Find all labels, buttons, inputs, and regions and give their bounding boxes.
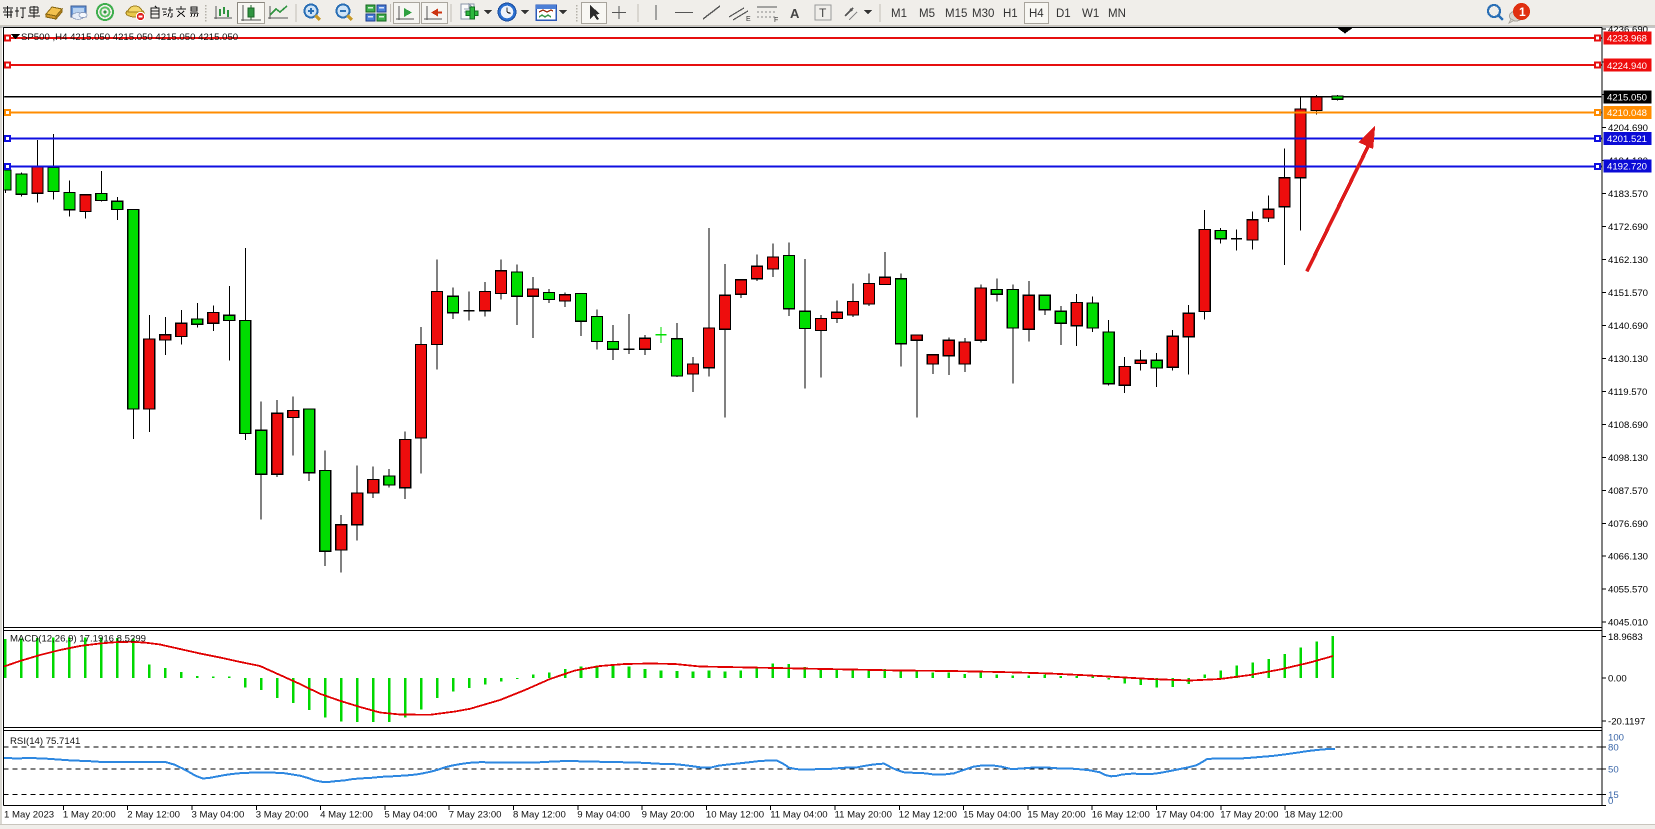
svg-text:4087.570: 4087.570 [1608,486,1648,497]
svg-text:-20.1197: -20.1197 [1608,717,1645,728]
svg-text:F: F [774,17,778,24]
svg-text:4140.690: 4140.690 [1608,321,1648,332]
svg-text:80: 80 [1608,743,1619,754]
svg-text:A: A [790,6,800,21]
svg-text:7 May 23:00: 7 May 23:00 [449,810,502,821]
svg-text:0: 0 [1608,796,1613,807]
svg-text:15: 15 [1608,790,1619,801]
svg-text:4108.690: 4108.690 [1608,420,1648,431]
svg-text:15 May 20:00: 15 May 20:00 [1027,810,1085,821]
svg-text:12 May 12:00: 12 May 12:00 [899,810,957,821]
svg-text:M1: M1 [891,8,907,20]
svg-text:100: 100 [1608,733,1624,744]
svg-text:9 May 04:00: 9 May 04:00 [577,810,630,821]
svg-text:4162.130: 4162.130 [1608,255,1648,266]
svg-text:MN: MN [1108,8,1126,20]
svg-text:4192.720: 4192.720 [1607,162,1647,173]
svg-text:5 May 04:00: 5 May 04:00 [384,810,437,821]
svg-text:H1: H1 [1003,8,1018,20]
svg-text:M15: M15 [945,8,967,20]
svg-text:4130.130: 4130.130 [1608,354,1648,365]
svg-text:4 May 12:00: 4 May 12:00 [320,810,373,821]
svg-text:4210.048: 4210.048 [1607,108,1647,119]
svg-text:4233.968: 4233.968 [1607,34,1647,45]
svg-text:11 May 04:00: 11 May 04:00 [770,810,827,821]
svg-text:17 May 04:00: 17 May 04:00 [1156,810,1214,821]
svg-text:16 May 12:00: 16 May 12:00 [1092,810,1150,821]
svg-text:4076.690: 4076.690 [1608,519,1648,530]
svg-text:4045.010: 4045.010 [1608,618,1648,629]
svg-text:4215.050: 4215.050 [1607,93,1647,104]
svg-text:M30: M30 [972,8,994,20]
svg-text:3 May 20:00: 3 May 20:00 [256,810,309,821]
svg-text:RSI(14) 75.7141: RSI(14) 75.7141 [10,736,80,747]
svg-text:4066.130: 4066.130 [1608,552,1648,563]
svg-text:SP500 ,H4 4215.050 4215.050 4: SP500 ,H4 4215.050 4215.050 4215.050 421… [21,32,238,43]
svg-text:4183.570: 4183.570 [1608,189,1648,200]
svg-text:M5: M5 [919,8,935,20]
svg-text:4204.690: 4204.690 [1608,123,1648,134]
svg-text:9 May 20:00: 9 May 20:00 [642,810,695,821]
svg-text:1 May 2023: 1 May 2023 [4,810,54,821]
svg-text:4201.521: 4201.521 [1607,134,1647,145]
svg-text:W1: W1 [1082,8,1099,20]
svg-text:E: E [746,16,751,23]
svg-text:4172.690: 4172.690 [1608,222,1648,233]
svg-text:15 May 04:00: 15 May 04:00 [963,810,1021,821]
svg-text:MACD(12,26,9) 17.1916 8.5299: MACD(12,26,9) 17.1916 8.5299 [10,634,146,645]
svg-text:18 May 12:00: 18 May 12:00 [1285,810,1343,821]
svg-text:2 May 12:00: 2 May 12:00 [127,810,180,821]
svg-text:1 May 20:00: 1 May 20:00 [63,810,116,821]
svg-text:4098.130: 4098.130 [1608,453,1648,464]
svg-text:4119.570: 4119.570 [1608,387,1647,398]
svg-text:50: 50 [1608,765,1619,776]
svg-text:4236.690: 4236.690 [1608,24,1648,35]
svg-text:8 May 12:00: 8 May 12:00 [513,810,566,821]
svg-text:4224.940: 4224.940 [1607,61,1647,72]
svg-text:10 May 12:00: 10 May 12:00 [706,810,764,821]
svg-text:D1: D1 [1056,8,1071,20]
svg-text:3 May 04:00: 3 May 04:00 [192,810,245,821]
svg-text:1: 1 [1519,5,1526,19]
svg-text:0.00: 0.00 [1608,674,1627,685]
svg-text:T: T [819,6,827,20]
svg-text:H4: H4 [1029,8,1044,20]
svg-text:18.9683: 18.9683 [1608,632,1643,643]
svg-text:4055.570: 4055.570 [1608,585,1648,596]
svg-text:11 May 20:00: 11 May 20:00 [835,810,892,821]
svg-text:17 May 20:00: 17 May 20:00 [1220,810,1278,821]
svg-text:4151.570: 4151.570 [1608,288,1648,299]
